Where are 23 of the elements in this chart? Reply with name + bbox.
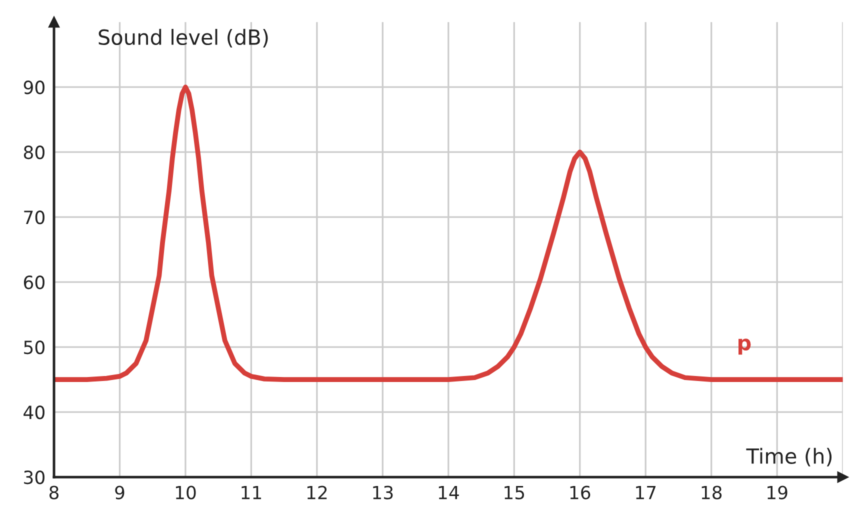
line-series (54, 84, 843, 382)
x-tick-label: 16 (570, 486, 590, 500)
x-axis-title: Time (h) (746, 448, 832, 466)
series-label: p (738, 338, 751, 355)
x-tick-label: 19 (768, 486, 788, 500)
x-tick-label: 10 (176, 486, 196, 500)
y-tick-label: 80 (24, 146, 44, 160)
y-tick-label: 30 (24, 470, 44, 484)
y-tick-label: 70 (24, 210, 44, 224)
x-tick-label: 9 (115, 486, 124, 500)
x-tick-label: 11 (242, 486, 262, 500)
y-axis-title: Sound level (dB) (98, 28, 268, 48)
x-tick-label: 14 (438, 486, 459, 500)
x-tick-label: 17 (636, 486, 656, 500)
y-tick-label: 40 (24, 406, 44, 420)
y-tick-label: 60 (24, 276, 44, 290)
y-tick-label: 50 (24, 340, 44, 354)
x-tick-label: 13 (373, 486, 393, 500)
x-tick-label: 8 (49, 486, 59, 500)
x-tick-label: 18 (702, 486, 722, 500)
x-tick-label: 15 (504, 486, 524, 500)
x-tick-label: 12 (307, 486, 327, 500)
y-tick-label: 90 (24, 80, 44, 94)
